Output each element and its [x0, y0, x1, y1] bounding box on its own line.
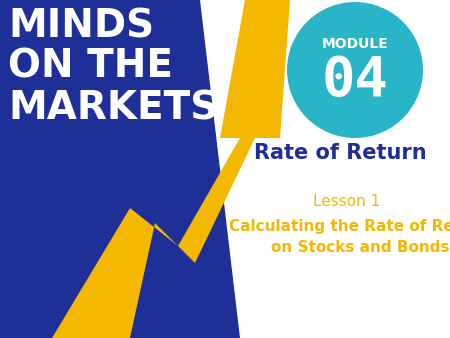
Text: ON THE: ON THE	[8, 48, 173, 86]
Text: Rate of Return: Rate of Return	[254, 143, 426, 163]
Text: Lesson 1: Lesson 1	[313, 193, 380, 209]
Text: MODULE: MODULE	[322, 37, 388, 51]
Text: on Stocks and Bonds: on Stocks and Bonds	[271, 241, 449, 256]
Text: 04: 04	[322, 54, 388, 107]
Text: MINDS: MINDS	[8, 8, 154, 46]
Circle shape	[287, 2, 423, 138]
Text: Calculating the Rate of Return: Calculating the Rate of Return	[230, 218, 450, 234]
Text: MARKETS: MARKETS	[8, 90, 218, 128]
Polygon shape	[0, 0, 240, 338]
Polygon shape	[52, 0, 290, 338]
